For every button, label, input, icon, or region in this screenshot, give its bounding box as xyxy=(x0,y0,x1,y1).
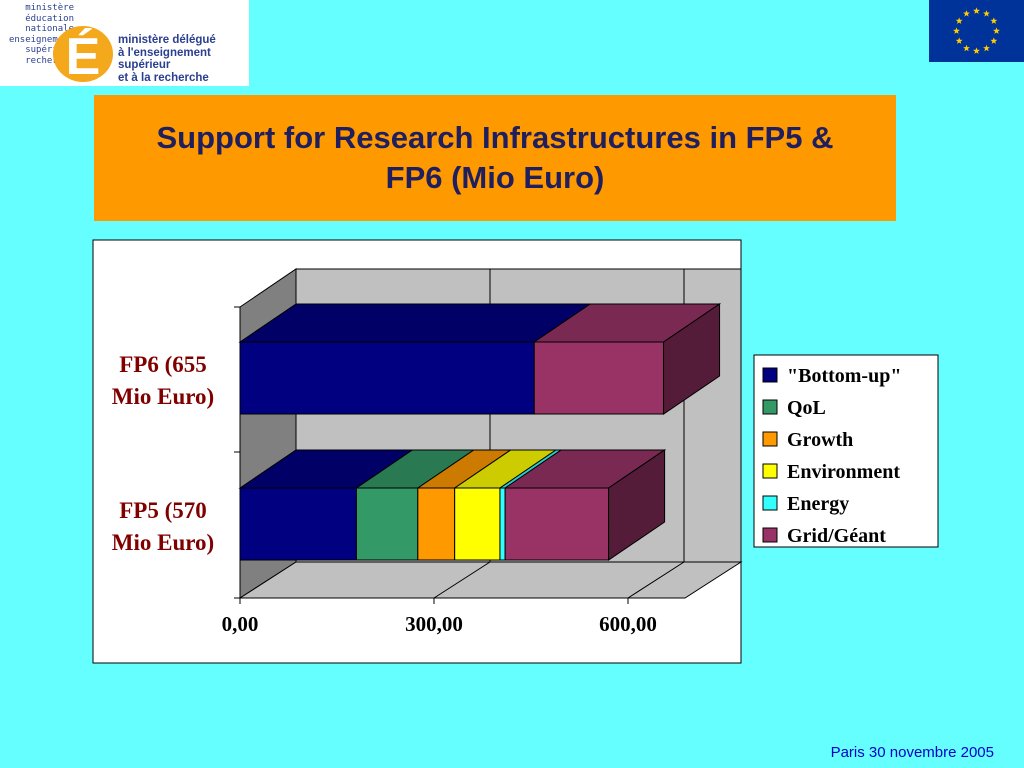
bar-segment xyxy=(503,449,667,561)
eu-star-icon xyxy=(993,27,1000,34)
legend-label: "Bottom-up" xyxy=(787,365,901,387)
eu-star-icon xyxy=(990,17,998,24)
category-label: Mio Euro) xyxy=(112,384,214,409)
logo-line-3: nationale xyxy=(25,24,74,34)
category-label: FP6 (655 xyxy=(119,352,207,377)
legend-box xyxy=(753,354,939,548)
eu-star-icon xyxy=(983,44,990,52)
logo-letter: É xyxy=(66,28,101,84)
legend-label: Growth xyxy=(787,429,853,451)
bar-segment xyxy=(238,449,415,561)
floor xyxy=(238,561,743,599)
legend-label: QoL xyxy=(787,397,826,419)
legend-label: Environment xyxy=(787,461,900,483)
title-line-2: FP6 (Mio Euro) xyxy=(385,160,605,195)
ministry-logo: ministère éducation nationale enseigneme… xyxy=(0,0,249,86)
legend-swatch xyxy=(762,367,778,383)
eu-star-icon xyxy=(963,10,970,17)
logo-line-5: supérieur xyxy=(25,45,74,55)
x-tick-label: 0,00 xyxy=(222,612,259,636)
x-tick-label: 600,00 xyxy=(599,612,657,636)
eu-star-icon xyxy=(955,37,963,44)
legend-swatch xyxy=(762,495,778,511)
floor-gridline xyxy=(433,561,491,599)
eu-star-icon xyxy=(990,37,998,44)
legend-label: Grid/Géant xyxy=(787,525,886,547)
x-tick-label: 300,00 xyxy=(405,612,463,636)
eu-star-icon xyxy=(973,7,980,14)
bar-segment xyxy=(238,303,592,415)
bar-segment xyxy=(453,449,558,561)
logo-right-line-2: à l'enseignement supérieur xyxy=(118,46,211,72)
logo-line-6: recherche xyxy=(25,55,74,66)
eu-star-icon xyxy=(953,27,960,34)
eu-star-icon xyxy=(955,17,963,24)
eu-flag-icon xyxy=(929,0,1024,62)
legend-label: Energy xyxy=(787,493,849,515)
category-label: FP5 (570 xyxy=(119,498,207,523)
title-line-1: Support for Research Infrastructures in … xyxy=(156,120,834,155)
logo-right-text: ministère délégué à l'enseignement supér… xyxy=(118,34,249,84)
logo-line-2: éducation xyxy=(25,13,74,24)
eu-star-icon xyxy=(963,44,970,52)
floor-gridline xyxy=(627,561,685,599)
legend-swatch xyxy=(762,463,778,479)
footer-date: Paris 30 novembre 2005 xyxy=(830,744,994,761)
logo-line-4: enseignement xyxy=(8,34,74,45)
legend-swatch xyxy=(762,431,778,447)
eu-star-icon xyxy=(983,10,990,17)
logo-right-line-1: ministère délégué xyxy=(118,34,216,46)
legend-swatch xyxy=(762,399,778,415)
logo-right-line-3: et à la recherche xyxy=(118,71,209,84)
bar-segment xyxy=(532,303,722,415)
logo-left-text: ministère éducation nationale enseigneme… xyxy=(4,3,74,66)
category-label: Mio Euro) xyxy=(112,530,214,555)
title-banner: Support for Research Infrastructures in … xyxy=(94,95,896,221)
eu-star-icon xyxy=(973,47,980,54)
logo-line-1: ministère xyxy=(25,3,74,13)
logo-e-emblem: É xyxy=(53,26,113,84)
legend-swatch xyxy=(762,527,778,543)
slide-title: Support for Research Infrastructures in … xyxy=(115,118,875,198)
